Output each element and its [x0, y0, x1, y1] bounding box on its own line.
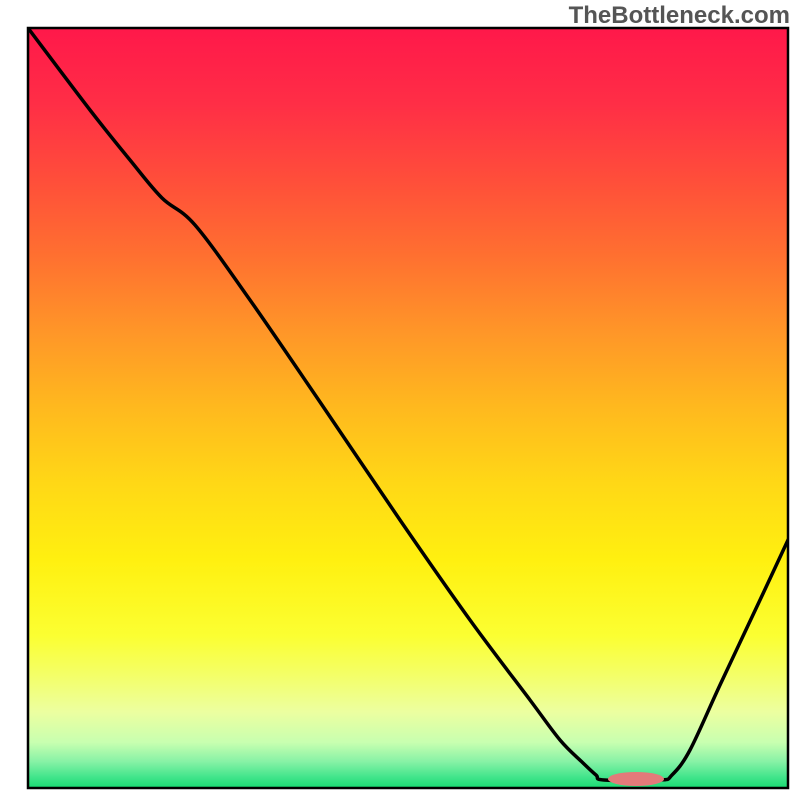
plot-background-gradient — [28, 28, 788, 788]
chart-container: TheBottleneck.com — [0, 0, 800, 800]
optimal-marker — [608, 772, 664, 786]
bottleneck-chart — [0, 0, 800, 800]
watermark-text: TheBottleneck.com — [569, 2, 790, 30]
